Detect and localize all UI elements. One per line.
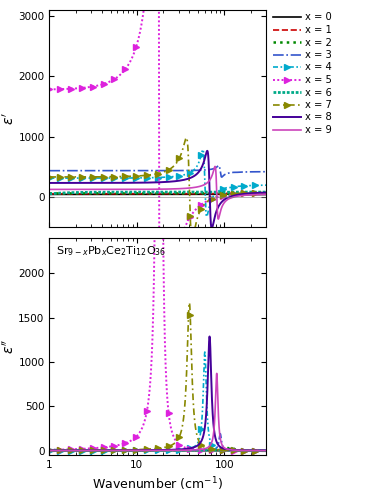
Legend: x = 0, x = 1, x = 2, x = 3, x = 4, x = 5, x = 6, x = 7, x = 8, x = 9: x = 0, x = 1, x = 2, x = 3, x = 4, x = 5…	[273, 12, 332, 135]
Y-axis label: $\varepsilon'$: $\varepsilon'$	[2, 112, 17, 125]
Y-axis label: $\varepsilon''$: $\varepsilon''$	[2, 339, 17, 354]
X-axis label: Wavenumber (cm$^{-1}$): Wavenumber (cm$^{-1}$)	[92, 476, 223, 493]
Text: Sr$_{9-x}$Pb$_x$Ce$_2$Ti$_{12}$O$_{36}$: Sr$_{9-x}$Pb$_x$Ce$_2$Ti$_{12}$O$_{36}$	[56, 244, 166, 258]
